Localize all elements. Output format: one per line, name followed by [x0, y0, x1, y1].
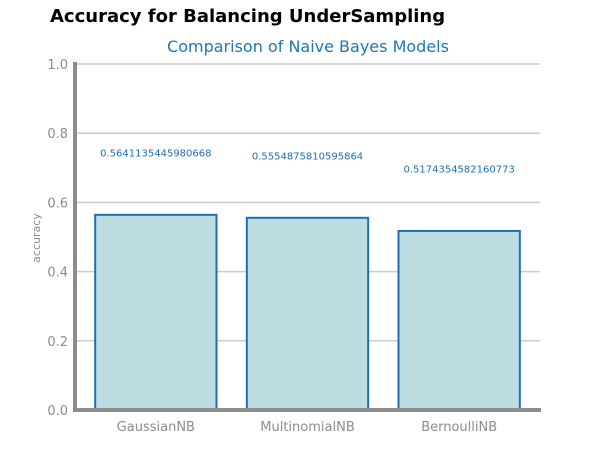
y-axis-label: accuracy — [30, 213, 43, 263]
data-label: 0.5554875810595864 — [252, 151, 363, 162]
data-label: 0.5641135445980668 — [100, 148, 211, 159]
y-tick-label: 0.6 — [47, 196, 68, 211]
chart-subtitle: Comparison of Naive Bayes Models — [167, 37, 449, 56]
y-tick-label: 0.4 — [47, 266, 68, 281]
bar-bernoullinb — [397, 229, 521, 411]
x-tick-label: BernoulliNB — [421, 420, 497, 435]
data-label: 0.5174354582160773 — [403, 165, 514, 176]
data-labels: 0.5641135445980668 0.5554875810595864 0.51… — [100, 148, 515, 175]
y-tick-label: 0.8 — [47, 127, 68, 142]
x-tick-label: MultinomialNB — [260, 420, 354, 435]
x-tick-labels: GaussianNB MultinomialNB BernoulliNB — [117, 420, 497, 435]
page-title: Accuracy for Balancing UnderSampling — [50, 6, 446, 27]
bar-multinomialnb — [245, 216, 370, 411]
x-tick-label: GaussianNB — [117, 420, 195, 435]
bar-gaussiannb — [94, 213, 218, 411]
bars — [94, 213, 521, 411]
y-tick-label: 1.0 — [47, 58, 68, 73]
y-tick-label: 0.2 — [47, 335, 68, 350]
y-tick-label: 0.0 — [47, 404, 68, 419]
y-tick-labels: 0.0 0.2 0.4 0.6 0.8 1.0 — [47, 58, 68, 419]
